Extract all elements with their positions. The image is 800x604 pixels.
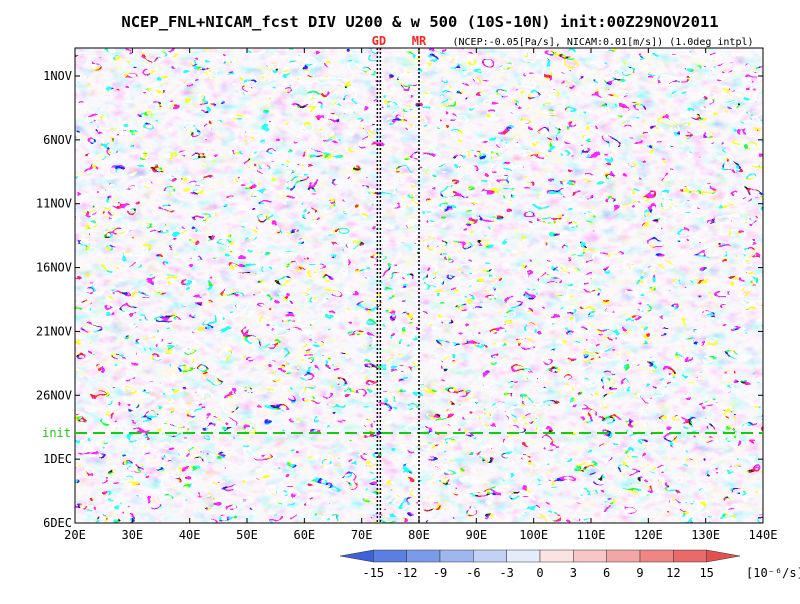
colorbar-label: 12 [666,566,680,580]
colorbar-swatch [706,549,741,563]
colorbar-swatch [406,549,441,563]
y-tick-label: 6DEC [43,516,72,530]
x-tick-label: 120E [634,528,663,542]
colorbar-swatch [373,549,407,563]
x-tick-label: 80E [408,528,430,542]
marker-label-gd: GD [372,34,386,48]
colorbar-label: 6 [603,566,610,580]
marker-label-mr: MR [412,34,427,48]
colorbar-swatch [673,549,707,563]
x-axis: 20E 30E 40E 50E 60E 70E 80E 90E 100E 110E 120E 130E… [64,48,777,542]
y-tick-label: 1NOV [43,69,72,83]
x-tick-label: 90E [465,528,487,542]
colorbar-label: 0 [536,566,543,580]
x-tick-label: 130E [691,528,720,542]
y-tick-label: 11NOV [36,197,72,211]
colorbar-swatch [339,549,374,563]
y-tick-label: 16NOV [36,261,72,275]
y-axis: 1NOV 6NOV 11NOV 16NOV 21NOV 26NOV 1DEC 6DEC [36,69,763,530]
x-tick-label: 100E [519,528,548,542]
colorbar-swatch [606,549,641,563]
x-tick-label: 60E [293,528,315,542]
init-label: init [42,426,71,440]
overlays: init GD MR [42,34,763,523]
x-tick-label: 50E [236,528,258,542]
colorbar-label: -6 [466,566,480,580]
colorbar-label: -3 [499,566,513,580]
x-tick-label: 20E [64,528,86,542]
colorbar-swatch [473,549,507,563]
x-tick-label: 30E [121,528,143,542]
colorbar: -15 -12 -9 -6 -3 0 3 6 9 12 15 [10⁻⁶/s] [339,549,800,580]
colorbar-label: -15 [362,566,384,580]
x-tick-label: 110E [577,528,606,542]
y-tick-label: 1DEC [43,452,72,466]
x-tick-label: 40E [179,528,201,542]
colorbar-swatch [639,549,674,563]
colorbar-label: 9 [636,566,643,580]
colorbar-label: 3 [570,566,577,580]
x-tick-label: 140E [749,528,778,542]
y-tick-label: 21NOV [36,324,72,338]
y-tick-label: 26NOV [36,388,72,402]
colorbar-swatch [506,549,541,563]
colorbar-swatch [573,549,607,563]
colorbar-label: -12 [396,566,418,580]
colorbar-label: 15 [699,566,713,580]
colorbar-swatch [439,549,474,563]
y-tick-label: 6NOV [43,133,72,147]
chart-title: NCEP_FNL+NICAM_fcst DIV U200 & w 500 (10… [121,13,718,31]
x-tick-label: 70E [351,528,373,542]
chart-subtitle: (NCEP:-0.05[Pa/s], NICAM:0.01[m/s]) (1.0… [452,37,753,48]
colorbar-swatch [539,549,574,563]
colorbar-unit: [10⁻⁶/s] [746,566,800,580]
colorbar-label: -9 [433,566,447,580]
